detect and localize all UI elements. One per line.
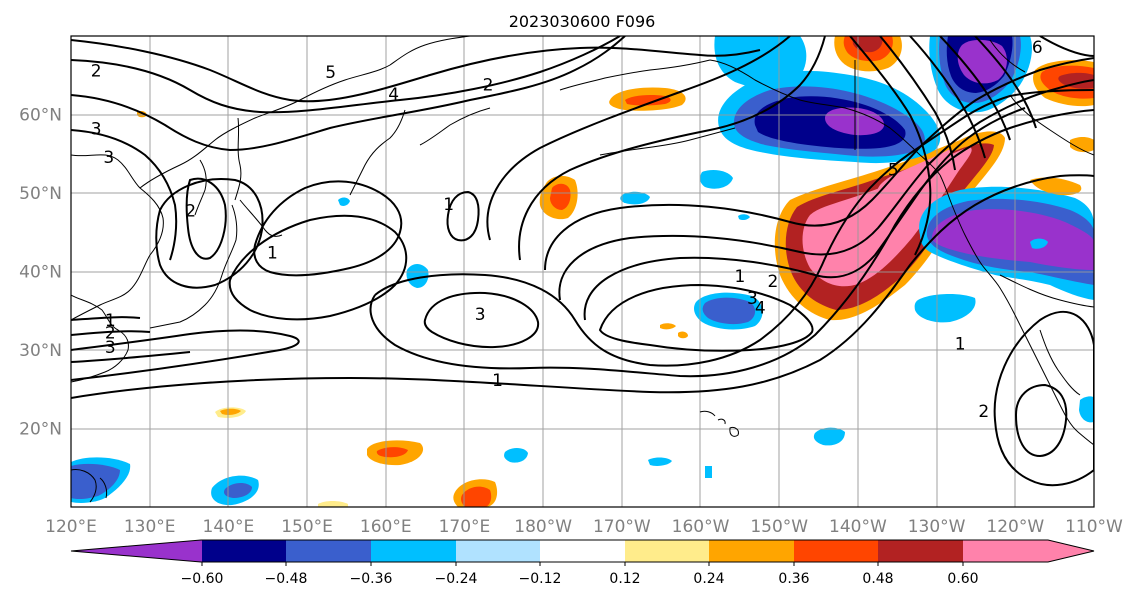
- contour-label: 2: [185, 201, 196, 221]
- colorbar-outline: [70, 539, 1095, 563]
- contour-label: 2: [483, 76, 494, 96]
- contour-label: 2: [978, 402, 989, 422]
- x-tick-label: 160°W: [672, 517, 730, 537]
- map-frame: [70, 35, 1095, 508]
- x-tick-label: 170°W: [593, 517, 651, 537]
- x-axis-tick-labels: 120°E 130°E 140°E 150°E 160°E 170°E 180°W 170°W…: [45, 517, 1123, 537]
- y-tick-label: 40°N: [19, 263, 62, 283]
- contour-label: 1: [492, 371, 503, 391]
- colorbar-segment: [371, 540, 456, 562]
- contour-label: 1: [734, 267, 745, 287]
- colorbar-tick-label: −0.60: [181, 571, 224, 587]
- colorbar-segment: [963, 540, 1049, 562]
- contour-label: 1: [955, 335, 966, 355]
- contour-label: 3: [103, 148, 114, 168]
- colorbar-extend-high: [1048, 540, 1094, 562]
- y-tick-label: 50°N: [19, 184, 62, 204]
- y-axis-tick-labels: 20°N 30°N 40°N 50°N 60°N: [19, 106, 62, 440]
- colorbar: −0.60 −0.48 −0.36 −0.24 −0.12 0.12 0.24 0.36 0.4…: [70, 539, 1095, 587]
- chart-title: 2023030600 F096: [509, 12, 656, 31]
- contour-label: 2: [768, 272, 779, 292]
- colorbar-segment: [540, 540, 625, 562]
- x-tick-label: 170°E: [439, 517, 491, 537]
- colorbar-segment: [456, 540, 540, 562]
- colorbar-tick-label: −0.12: [519, 571, 562, 587]
- contour-label: 2: [105, 324, 116, 344]
- contour-label: 5: [888, 160, 899, 180]
- colorbar-extend-low: [71, 540, 202, 562]
- colorbar-segment: [709, 540, 794, 562]
- contour-label: 6: [1032, 38, 1043, 58]
- colorbar-segment: [625, 540, 709, 562]
- contour-label: 3: [105, 338, 116, 358]
- x-tick-label: 130°W: [908, 517, 966, 537]
- x-tick-label: 110°W: [1065, 517, 1123, 537]
- colorbar-tick-label: 0.24: [693, 571, 724, 587]
- colorbar-tick-label: 0.60: [947, 571, 978, 587]
- colorbar-segment: [286, 540, 371, 562]
- contour-label: 3: [747, 289, 758, 309]
- x-tick-label: 150°W: [750, 517, 808, 537]
- colorbar-tick-label: 0.12: [609, 571, 640, 587]
- y-tick-label: 60°N: [19, 106, 62, 126]
- contour-label: 1: [105, 311, 116, 331]
- x-tick-label: 140°W: [829, 517, 887, 537]
- coastlines: [71, 36, 1094, 503]
- map-gridlines: [71, 36, 1094, 507]
- y-tick-label: 20°N: [19, 420, 62, 440]
- x-tick-label: 180°W: [514, 517, 572, 537]
- y-tick-label: 30°N: [19, 341, 62, 361]
- colorbar-tick-label: −0.36: [350, 571, 393, 587]
- contour-label: 3: [475, 305, 486, 325]
- colorbar-tick-label: 0.48: [862, 571, 893, 587]
- colorbar-tick-label: −0.24: [435, 571, 478, 587]
- x-tick-label: 120°W: [986, 517, 1044, 537]
- x-tick-label: 120°E: [45, 517, 97, 537]
- colorbar-segment: [794, 540, 878, 562]
- x-tick-label: 130°E: [124, 517, 176, 537]
- contour-lines: [71, 36, 1094, 487]
- colorbar-tick-label: 0.36: [778, 571, 809, 587]
- contour-label: 4: [388, 85, 399, 105]
- x-tick-label: 140°E: [203, 517, 255, 537]
- colorbar-segment: [202, 540, 286, 562]
- colorbar-segment: [878, 540, 963, 562]
- contour-label: 5: [325, 63, 336, 83]
- contour-label: 1: [267, 244, 278, 264]
- x-tick-label: 150°E: [281, 517, 333, 537]
- x-tick-label: 160°E: [360, 517, 412, 537]
- contour-label: 1: [443, 195, 454, 215]
- colorbar-segment: [201, 540, 202, 562]
- contour-label: 3: [91, 120, 102, 140]
- contour-label: 2: [91, 62, 102, 82]
- contour-label: 4: [755, 299, 766, 319]
- colorbar-tick-label: −0.48: [265, 571, 308, 587]
